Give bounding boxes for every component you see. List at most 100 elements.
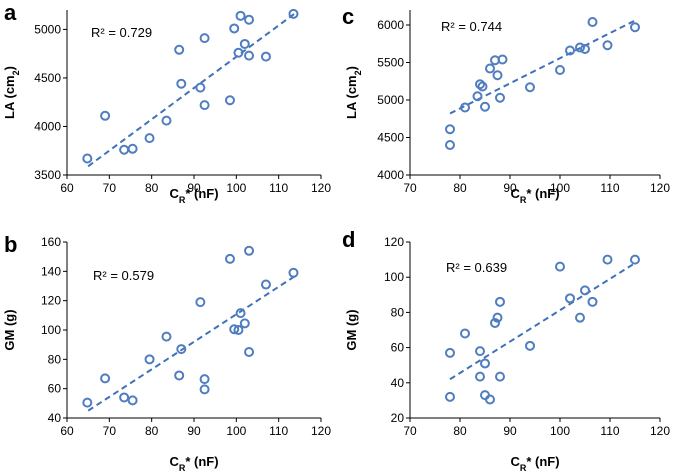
x-tick-label: 90 [503, 181, 517, 195]
data-point [233, 47, 244, 58]
data-point [176, 78, 187, 89]
data-point [239, 318, 250, 329]
data-point [100, 373, 111, 384]
trend-line [449, 262, 636, 381]
data-point [587, 296, 598, 307]
data-point [239, 38, 250, 49]
data-point [495, 371, 505, 382]
trend-line [87, 274, 297, 412]
r-squared-label: R² = 0.729 [91, 25, 152, 40]
data-point [602, 254, 613, 265]
y-tick-label: 40 [391, 376, 405, 390]
y-axis-label: GM (g) [2, 309, 17, 350]
data-point [233, 325, 244, 335]
data-point [460, 102, 470, 113]
data-point [580, 285, 590, 296]
data-point [575, 42, 585, 53]
data-point [235, 308, 246, 319]
data-point [127, 143, 138, 154]
data-point [161, 115, 172, 126]
data-point [288, 267, 299, 278]
data-point [555, 261, 565, 272]
data-point [229, 324, 240, 335]
data-point [587, 17, 598, 27]
x-tick-label: 70 [403, 424, 417, 438]
data-point [119, 392, 130, 403]
data-point [602, 40, 613, 51]
data-point [555, 65, 565, 75]
data-point [495, 296, 505, 307]
x-tick-label: 90 [187, 424, 201, 438]
data-point [244, 245, 255, 256]
data-point [260, 51, 271, 62]
data-point [244, 347, 255, 357]
data-point [525, 340, 535, 351]
x-tick-label: 110 [269, 424, 288, 438]
data-point [144, 133, 155, 144]
data-point [575, 312, 585, 323]
x-tick-label: 100 [550, 181, 570, 195]
data-point [195, 82, 206, 93]
data-point [477, 81, 488, 92]
x-tick-label: 80 [145, 424, 159, 438]
data-point [492, 70, 503, 81]
r-squared-label: R² = 0.639 [446, 260, 507, 275]
x-tick-label: 70 [403, 181, 417, 195]
panel-letter: d [342, 227, 355, 252]
panel-letter: a [4, 0, 17, 25]
y-tick-label: 80 [391, 305, 405, 319]
x-tick-label: 120 [650, 181, 670, 195]
x-axis-label: CR* (nF) [510, 454, 559, 472]
data-point [497, 54, 508, 65]
data-point [244, 50, 255, 61]
data-point [144, 354, 155, 365]
r-squared-label: R² = 0.579 [93, 268, 154, 283]
data-point [495, 92, 505, 103]
data-point [475, 371, 485, 382]
y-tick-label: 40 [48, 411, 62, 425]
data-point [480, 358, 490, 369]
data-point [100, 110, 111, 121]
data-point [288, 8, 299, 19]
data-point [630, 254, 640, 265]
data-point [490, 317, 500, 328]
data-point [199, 33, 210, 44]
data-point [580, 44, 590, 54]
x-tick-label: 80 [145, 181, 159, 195]
panel-letter: b [4, 232, 17, 257]
x-tick-label: 100 [550, 424, 570, 438]
y-tick-label: 5500 [377, 56, 404, 70]
data-point [565, 45, 575, 56]
data-point [161, 331, 172, 342]
data-point [199, 100, 210, 111]
x-tick-label: 80 [453, 181, 467, 195]
data-point [224, 95, 235, 106]
data-point [235, 10, 246, 21]
data-point [565, 293, 575, 304]
data-point [82, 153, 93, 164]
x-tick-label: 90 [503, 424, 517, 438]
y-tick-label: 120 [41, 294, 61, 308]
data-point [485, 63, 495, 74]
data-point [224, 253, 235, 264]
data-point [485, 394, 495, 405]
y-tick-label: 3500 [34, 168, 61, 182]
data-point [119, 144, 130, 155]
data-point [127, 395, 138, 406]
panel-letter: c [342, 4, 354, 29]
data-point [525, 82, 535, 93]
data-point [260, 279, 271, 290]
x-tick-label: 100 [226, 424, 246, 438]
data-point [174, 370, 185, 381]
y-tick-label: 80 [48, 352, 62, 366]
x-tick-label: 110 [600, 181, 619, 195]
y-tick-label: 4000 [377, 168, 404, 182]
y-axis-label: LA (cm2) [2, 66, 21, 119]
y-tick-label: 4500 [34, 71, 61, 85]
y-tick-label: 5000 [377, 93, 404, 107]
y-tick-label: 4000 [34, 119, 61, 133]
data-point [229, 23, 240, 34]
x-tick-label: 70 [103, 181, 117, 195]
